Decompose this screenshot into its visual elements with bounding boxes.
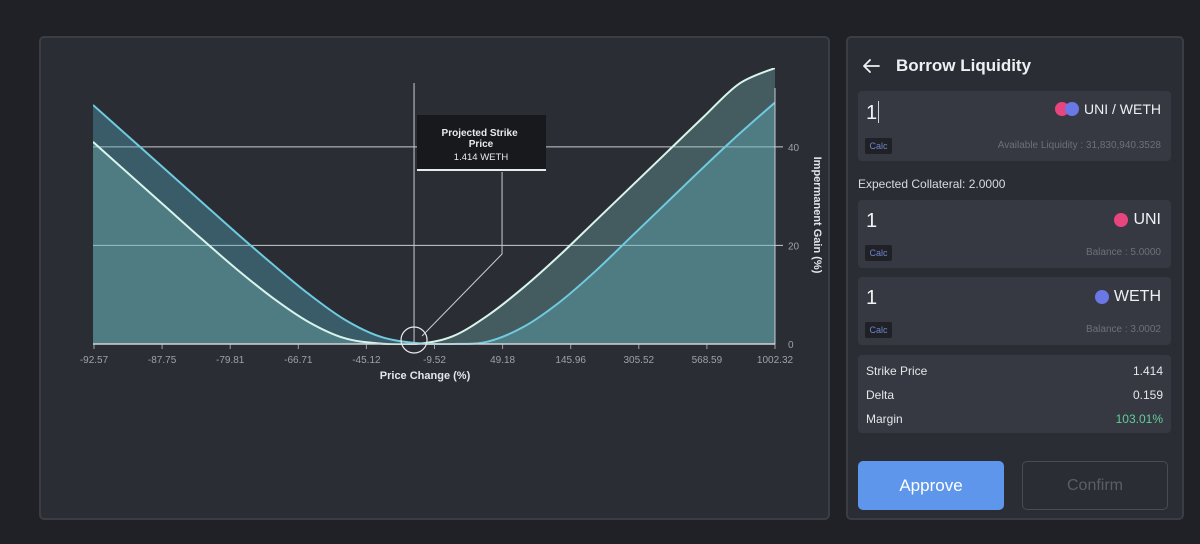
uni-token-label: UNI: [1114, 211, 1161, 229]
series-area-1: [93, 102, 775, 345]
weth-token-icon: [1094, 290, 1109, 304]
stat-delta: Delta 0.159: [866, 388, 1163, 402]
y-tick-label: 40: [788, 143, 800, 154]
y-axis-label: Impermanent Gain (%): [811, 157, 823, 274]
x-tick-label: 1002.32: [757, 355, 794, 366]
uni-collateral-box[interactable]: 1 UNI Calc Balance : 5.0000: [858, 200, 1171, 268]
strike-tooltip: Projected Strike Price 1.414 WETH: [417, 115, 546, 171]
tooltip-value: 1.414 WETH: [454, 152, 509, 163]
x-tick-label: -92.57: [80, 355, 109, 366]
back-arrow-icon[interactable]: [860, 55, 882, 77]
y-tick-label: 20: [788, 241, 800, 252]
confirm-button: Confirm: [1022, 461, 1168, 510]
calc-button[interactable]: Calc: [865, 245, 892, 261]
x-tick-label: -66.71: [284, 355, 313, 366]
stat-strike-price: Strike Price 1.414: [866, 364, 1163, 378]
x-tick-label: 568.59: [692, 355, 723, 366]
stat-margin: Margin 103.01%: [866, 412, 1163, 426]
pair-selector[interactable]: UNI / WETH: [1055, 101, 1161, 117]
x-tick-label: -87.75: [148, 355, 177, 366]
tooltip-connector: [421, 172, 503, 337]
x-tick-label: 49.18: [490, 355, 515, 366]
uni-amount-input[interactable]: 1: [866, 210, 878, 232]
expected-collateral: Expected Collateral: 2.0000: [858, 177, 1006, 191]
calc-button[interactable]: Calc: [865, 138, 892, 154]
weth-token-label: WETH: [1094, 288, 1161, 306]
panel-title: Borrow Liquidity: [896, 56, 1032, 75]
pair-label: UNI / WETH: [1084, 101, 1161, 117]
x-tick-label: -45.12: [352, 355, 381, 366]
x-tick-label: 145.96: [555, 355, 586, 366]
x-tick-label: 305.52: [624, 355, 655, 366]
calc-button[interactable]: Calc: [865, 322, 892, 338]
borrow-amount-input[interactable]: 1: [866, 101, 880, 124]
series-area-0: [93, 68, 775, 345]
available-liquidity: Available Liquidity : 31,830,940.3528: [997, 140, 1161, 151]
series-line-0: [93, 68, 775, 345]
borrow-amount-box[interactable]: 1 UNI / WETH Calc Available Liquidity : …: [858, 91, 1171, 161]
x-tick-label: -79.81: [216, 355, 245, 366]
chart-panel: 0 20 40 -92.57 -87.75 -79.81 -66.71 -45.12 -9.52…: [39, 36, 830, 520]
weth-balance: Balance : 3.0002: [1085, 324, 1161, 335]
borrow-panel: Borrow Liquidity 1 UNI / WETH Calc Avail…: [846, 36, 1184, 520]
weth-token-icon: [1065, 102, 1079, 116]
approve-button[interactable]: Approve: [858, 461, 1004, 510]
panel-header: Borrow Liquidity: [860, 52, 1031, 80]
x-axis-label: Price Change (%): [380, 370, 471, 382]
impermanent-gain-chart: 0 20 40 -92.57 -87.75 -79.81 -66.71 -45.12 -9.52…: [80, 68, 823, 382]
y-tick-label: 0: [788, 340, 794, 351]
uni-token-icon: [1114, 213, 1129, 227]
stats-box: Strike Price 1.414 Delta 0.159 Margin 103.0…: [858, 355, 1171, 433]
uni-balance: Balance : 5.0000: [1085, 247, 1161, 258]
tooltip-title: Projected Strike Price: [442, 128, 521, 150]
weth-collateral-box[interactable]: 1 WETH Calc Balance : 3.0002: [858, 277, 1171, 345]
strike-marker: [400, 326, 428, 354]
x-tick-label: -9.52: [423, 355, 446, 366]
weth-amount-input[interactable]: 1: [866, 287, 878, 309]
